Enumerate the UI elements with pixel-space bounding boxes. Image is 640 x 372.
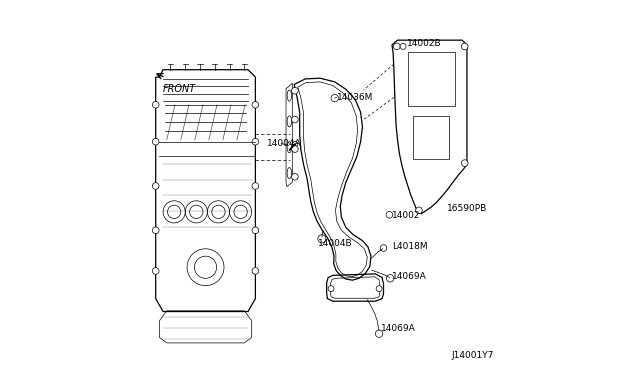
Circle shape <box>415 207 422 214</box>
Circle shape <box>292 116 298 123</box>
Circle shape <box>152 138 159 145</box>
Text: 14004B: 14004B <box>318 239 353 248</box>
Circle shape <box>292 173 298 180</box>
Circle shape <box>376 330 383 337</box>
Circle shape <box>318 235 326 243</box>
Circle shape <box>252 138 259 145</box>
Circle shape <box>152 227 159 234</box>
Circle shape <box>152 102 159 108</box>
Circle shape <box>328 286 334 292</box>
Text: 14002: 14002 <box>392 211 420 220</box>
Circle shape <box>152 183 159 189</box>
Circle shape <box>292 146 298 153</box>
Text: 14069A: 14069A <box>392 272 427 281</box>
Text: 14002B: 14002B <box>407 39 442 48</box>
Circle shape <box>376 286 382 292</box>
Text: L4018M: L4018M <box>392 243 428 251</box>
Text: 14069A: 14069A <box>381 324 415 333</box>
Circle shape <box>252 102 259 108</box>
Circle shape <box>252 183 259 189</box>
Circle shape <box>292 87 298 94</box>
Circle shape <box>394 43 400 50</box>
Bar <box>413 116 449 160</box>
Text: 16590PB: 16590PB <box>447 203 488 213</box>
Text: 14036M: 14036M <box>337 93 373 102</box>
Circle shape <box>400 44 406 49</box>
Text: FRONT: FRONT <box>163 84 196 94</box>
Circle shape <box>461 43 468 50</box>
Circle shape <box>387 275 394 282</box>
Circle shape <box>386 211 393 218</box>
Circle shape <box>252 227 259 234</box>
Circle shape <box>380 245 387 251</box>
Circle shape <box>331 94 339 102</box>
Circle shape <box>292 141 298 147</box>
Text: J14001Y7: J14001Y7 <box>451 350 493 359</box>
Circle shape <box>152 267 159 274</box>
Circle shape <box>461 160 468 166</box>
Bar <box>408 52 455 106</box>
Text: 14004A: 14004A <box>266 139 301 148</box>
Circle shape <box>252 267 259 274</box>
